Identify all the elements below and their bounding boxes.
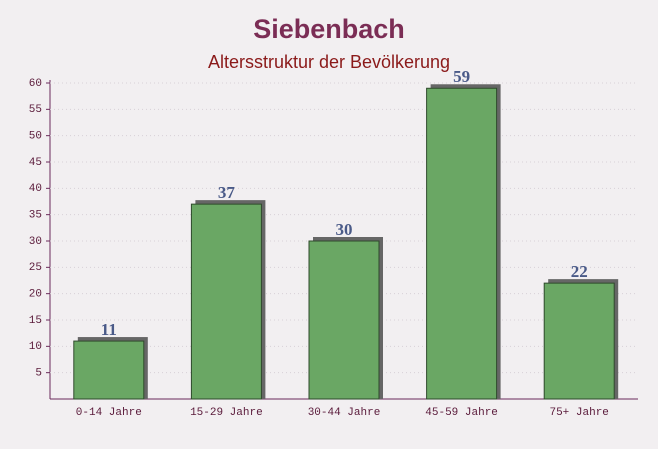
chart-title: Siebenbach bbox=[253, 14, 405, 44]
bar bbox=[308, 240, 380, 400]
x-tick-label: 15-29 Jahre bbox=[190, 407, 263, 419]
x-tick-label: 30-44 Jahre bbox=[308, 407, 381, 419]
value-label: 22 bbox=[571, 262, 588, 281]
x-tick-label: 0-14 Jahre bbox=[76, 407, 142, 419]
y-tick-label: 45 bbox=[29, 157, 42, 169]
y-tick-label: 35 bbox=[29, 210, 42, 222]
bar bbox=[543, 282, 615, 400]
bar bbox=[426, 87, 498, 400]
y-tick-label: 30 bbox=[29, 236, 42, 248]
y-tick-label: 25 bbox=[29, 262, 42, 274]
y-tick-label: 20 bbox=[29, 289, 42, 301]
y-tick-label: 50 bbox=[29, 131, 42, 143]
y-tick-label: 40 bbox=[29, 183, 42, 195]
y-tick-label: 60 bbox=[29, 78, 42, 90]
value-label: 37 bbox=[218, 183, 236, 202]
value-label: 30 bbox=[336, 220, 353, 239]
x-tick-label: 45-59 Jahre bbox=[425, 407, 498, 419]
y-tick-label: 15 bbox=[29, 315, 42, 327]
y-tick-label: 55 bbox=[29, 104, 42, 116]
x-tick-label: 75+ Jahre bbox=[549, 407, 608, 419]
chart-subtitle: Altersstruktur der Bevölkerung bbox=[208, 52, 450, 72]
value-label: 11 bbox=[101, 320, 117, 339]
y-tick-label: 5 bbox=[35, 368, 42, 380]
bar bbox=[190, 203, 262, 400]
bar bbox=[73, 340, 145, 400]
value-label: 59 bbox=[453, 67, 470, 86]
y-tick-label: 10 bbox=[29, 341, 42, 353]
